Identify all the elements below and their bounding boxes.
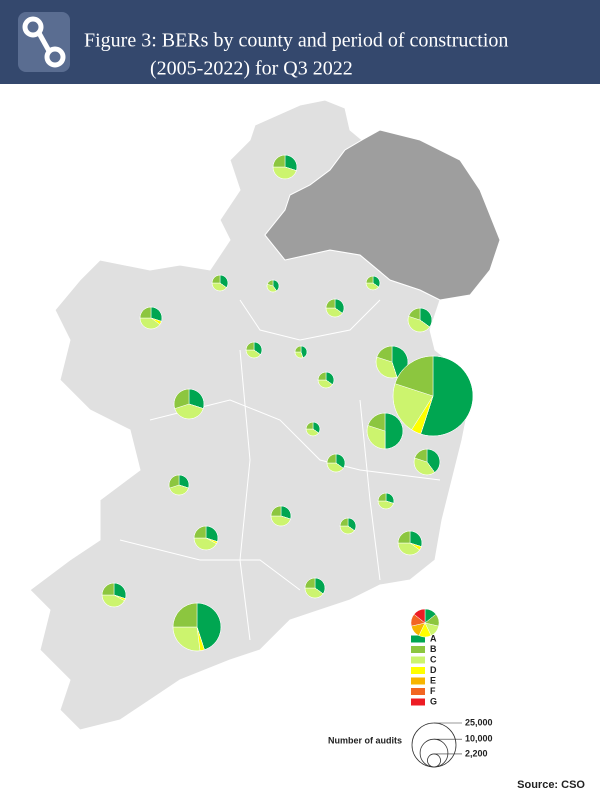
legend-swatch — [411, 688, 425, 695]
legend-swatch — [411, 646, 425, 653]
pie — [272, 154, 298, 180]
header-band — [0, 0, 600, 84]
pie-size — [365, 275, 381, 291]
legend-swatch — [411, 667, 425, 674]
pie — [375, 345, 409, 379]
pie — [305, 421, 321, 437]
pie — [377, 492, 395, 510]
pie-size — [377, 492, 395, 510]
pie-size — [397, 530, 423, 556]
legend-label: F — [430, 686, 436, 696]
pie-size — [317, 371, 335, 389]
size-legend-label: 2,200 — [465, 748, 488, 758]
pie-size — [304, 577, 326, 599]
pie — [407, 307, 433, 333]
pie-size — [272, 154, 298, 180]
title-line: Figure 3: BERs by county and period of c… — [84, 30, 508, 52]
pie — [294, 345, 308, 359]
pie — [245, 341, 263, 359]
pie-size — [339, 517, 357, 535]
pie-size — [413, 448, 441, 476]
pie-size — [193, 525, 219, 551]
pie — [392, 355, 474, 437]
pie — [266, 279, 280, 293]
legend-swatch — [411, 635, 425, 643]
pie — [397, 530, 423, 556]
pie-size — [168, 474, 190, 496]
pie — [413, 448, 441, 476]
legend-label: B — [430, 644, 437, 654]
size-legend-label: 25,000 — [465, 717, 493, 727]
legend-swatch — [411, 677, 425, 685]
pie-size — [305, 421, 321, 437]
pie — [366, 412, 404, 450]
legend-label: G — [430, 696, 437, 706]
pie — [101, 582, 127, 608]
size-legend-label: 10,000 — [465, 734, 493, 744]
legend-swatch — [411, 698, 425, 706]
pie-size — [173, 388, 205, 420]
size-legend: 25,000 10,000 2,200 Number of audits — [328, 717, 493, 768]
legend-swatch — [411, 656, 425, 664]
pie-size — [270, 505, 292, 527]
logo — [18, 12, 70, 72]
pie-size — [326, 453, 346, 473]
size-legend-circle — [411, 722, 457, 768]
legend-label: E — [430, 675, 436, 685]
legend-label: A — [430, 633, 437, 643]
pie-size — [392, 355, 474, 437]
pie — [172, 602, 222, 652]
pie — [270, 505, 292, 527]
size-legend-title: Number of audits — [328, 735, 402, 745]
legend-pie-slice — [413, 608, 426, 624]
pie-size — [325, 298, 345, 318]
pie — [193, 525, 219, 551]
pie-size — [172, 602, 222, 652]
pie-size — [101, 582, 127, 608]
pie — [317, 371, 335, 389]
title-line: (2005-2022) for Q3 2022 — [150, 58, 353, 80]
pie — [173, 388, 205, 420]
pie — [365, 275, 381, 291]
pie-size — [294, 345, 308, 359]
pie — [139, 306, 163, 330]
pie — [304, 577, 326, 599]
pie-size — [211, 274, 229, 292]
pie — [339, 517, 357, 535]
pie — [325, 298, 345, 318]
source: Source: CSO — [517, 779, 585, 791]
pie — [168, 474, 190, 496]
pie — [326, 453, 346, 473]
pie-size — [245, 341, 263, 359]
legend-label: D — [430, 665, 437, 675]
pie-size — [139, 306, 163, 330]
pie — [211, 274, 229, 292]
pie-size — [266, 279, 280, 293]
size-legend-circle — [419, 738, 449, 768]
size-legend-circle — [427, 753, 441, 768]
pie-size — [366, 412, 404, 450]
pie-size — [407, 307, 433, 333]
map — [29, 99, 501, 731]
pie-size — [375, 345, 409, 379]
legend-label: C — [430, 654, 437, 664]
